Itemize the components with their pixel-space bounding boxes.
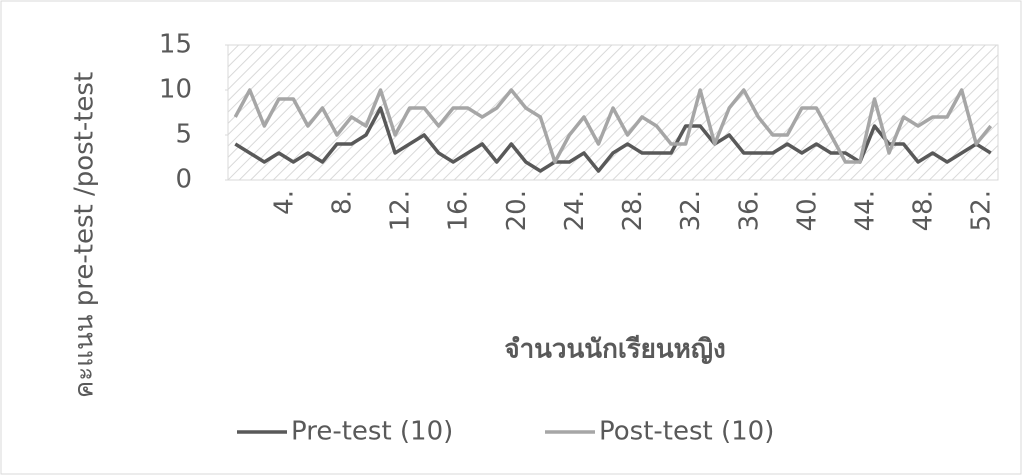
- x-tick-label: 40.: [792, 190, 822, 231]
- x-tick-label: 52.: [967, 190, 997, 231]
- x-tick-label: 24.: [560, 190, 590, 231]
- legend-label: Post-test (10): [599, 417, 774, 447]
- line-series: [234, 106, 992, 173]
- y-tick-label: 10: [159, 75, 192, 105]
- y-tick-label: 15: [159, 30, 192, 60]
- y-axis-title: คะแนน pre-test /post-test: [70, 72, 100, 398]
- y-tick-label: 5: [175, 120, 192, 150]
- x-tick-label: 32.: [676, 190, 706, 231]
- line-series: [233, 88, 993, 164]
- x-tick-label: 4.: [269, 190, 299, 215]
- x-tick-label: 16.: [444, 190, 474, 231]
- x-tick-label: 20.: [502, 190, 532, 231]
- legend-label: Pre-test (10): [291, 417, 453, 447]
- x-tick-label: 36.: [734, 190, 764, 231]
- x-tick-label: 44.: [850, 190, 880, 231]
- x-axis-title: จำนวนนักเรียนหญิง: [504, 335, 725, 365]
- x-tick-label: 48.: [909, 190, 939, 231]
- y-tick-label: 0: [175, 165, 192, 195]
- x-tick-label: 28.: [618, 190, 648, 231]
- x-tick-label: 12.: [386, 190, 416, 231]
- x-tick-label: 8.: [327, 190, 357, 215]
